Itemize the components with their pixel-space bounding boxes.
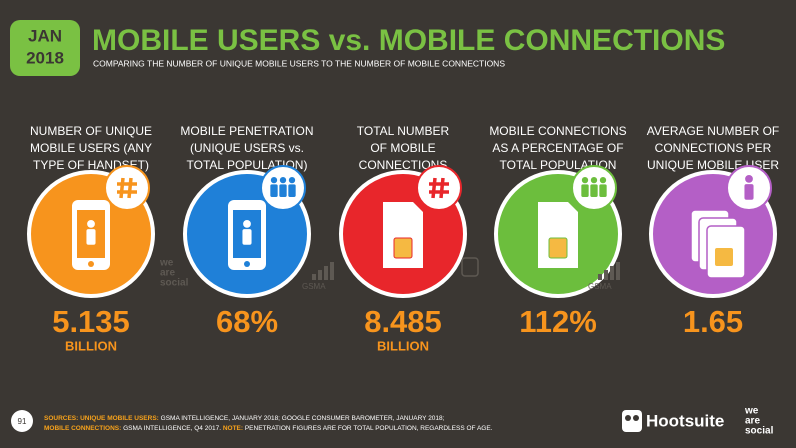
watermark: are [160, 268, 175, 279]
watermark-owl [461, 257, 479, 277]
watermark-bar [318, 270, 322, 280]
person-head [599, 177, 607, 184]
person-body [279, 184, 287, 197]
badge-month: JAN [28, 26, 62, 45]
source-text: GSMA INTELLIGENCE, JANUARY 2018; GOOGLE … [161, 415, 445, 422]
watermark-bar [598, 274, 602, 280]
stat-value: 112% [519, 304, 597, 339]
person-head [243, 220, 251, 228]
sim-card [538, 202, 578, 268]
date-badge [10, 20, 80, 76]
stat-label: MOBILE USERS (ANY [30, 141, 152, 155]
badge-circle [104, 165, 150, 211]
watermark: we [159, 258, 174, 269]
source-text: GSMA INTELLIGENCE, Q4 2017. [123, 425, 223, 432]
hootsuite-logo [622, 410, 642, 432]
badge-circle [416, 165, 462, 211]
person-body [242, 229, 252, 245]
person-head [581, 177, 589, 184]
brand-2: are [745, 416, 760, 427]
page-number: 91 [18, 417, 27, 426]
sources-line: MOBILE CONNECTIONS: GSMA INTELLIGENCE, Q… [44, 425, 493, 432]
person-body [581, 184, 589, 197]
stat-label: CONNECTIONS PER [655, 141, 772, 155]
phone-button [244, 261, 250, 267]
stat-label: AVERAGE NUMBER OF [647, 124, 779, 138]
watermark: GSMA [302, 282, 326, 291]
source-text: NOTE: [223, 425, 245, 432]
sim-card [383, 202, 423, 268]
phone-button [88, 261, 94, 267]
owl-eye [633, 415, 639, 421]
stat-label: CONNECTIONS [359, 158, 448, 172]
watermark-bar [616, 262, 620, 280]
watermark-bar [604, 270, 608, 280]
stat-value: 8.485 [364, 304, 442, 339]
owl-eye [625, 415, 631, 421]
stat-value: 1.65 [683, 304, 743, 339]
title: MOBILE USERS vs. MOBILE CONNECTIONS [92, 24, 725, 57]
card-chip [715, 248, 733, 266]
stat-unit: BILLION [65, 338, 117, 353]
stat-label: OF MOBILE [370, 141, 435, 155]
sim-chip [548, 237, 568, 259]
person-head [279, 177, 287, 184]
person-head [87, 220, 95, 228]
hash-stroke [431, 177, 437, 199]
person-body [270, 184, 278, 197]
person-body [86, 229, 96, 245]
sources-line: SOURCES: UNIQUE MOBILE USERS: GSMA INTEL… [44, 415, 445, 422]
stat-label: MOBILE CONNECTIONS [489, 124, 626, 138]
stat-label: (UNIQUE USERS vs. [190, 141, 304, 155]
watermark-bar [312, 274, 316, 280]
person-body [744, 184, 754, 200]
badge-year: 2018 [26, 48, 64, 67]
watermark-bar [330, 262, 334, 280]
person-head [590, 177, 598, 184]
brand: Hootsuite [646, 411, 724, 430]
hash-stroke [439, 177, 445, 199]
owl-icon [622, 410, 642, 432]
person-head [270, 177, 278, 184]
subtitle: COMPARING THE NUMBER OF UNIQUE MOBILE US… [93, 58, 505, 68]
watermark: social [160, 278, 189, 289]
page-badge [11, 410, 33, 432]
brand-2: we [744, 406, 759, 417]
stat-label: NUMBER OF UNIQUE [30, 124, 152, 138]
sim-chip [393, 237, 413, 259]
person-body [288, 184, 296, 197]
stat-label: TOTAL NUMBER [357, 124, 450, 138]
brand-2: social [745, 426, 774, 437]
watermark: GSMA [588, 282, 612, 291]
source-text: SOURCES: UNIQUE MOBILE USERS: [44, 415, 161, 422]
stat-label: MOBILE PENETRATION [180, 124, 313, 138]
stat-unit: BILLION [377, 338, 429, 353]
hash-stroke [127, 177, 133, 199]
person-body [590, 184, 598, 197]
watermark-bar [324, 266, 328, 280]
stat-value: 5.135 [52, 304, 130, 339]
stat-label: AS A PERCENTAGE OF [492, 141, 623, 155]
hash-stroke [119, 177, 125, 199]
source-text: PENETRATION FIGURES ARE FOR TOTAL POPULA… [245, 425, 493, 432]
person-body [599, 184, 607, 197]
source-text: MOBILE CONNECTIONS: [44, 425, 123, 432]
watermark-bar [610, 266, 614, 280]
person-head [745, 175, 753, 183]
person-head [288, 177, 296, 184]
stat-value: 68% [216, 304, 278, 339]
